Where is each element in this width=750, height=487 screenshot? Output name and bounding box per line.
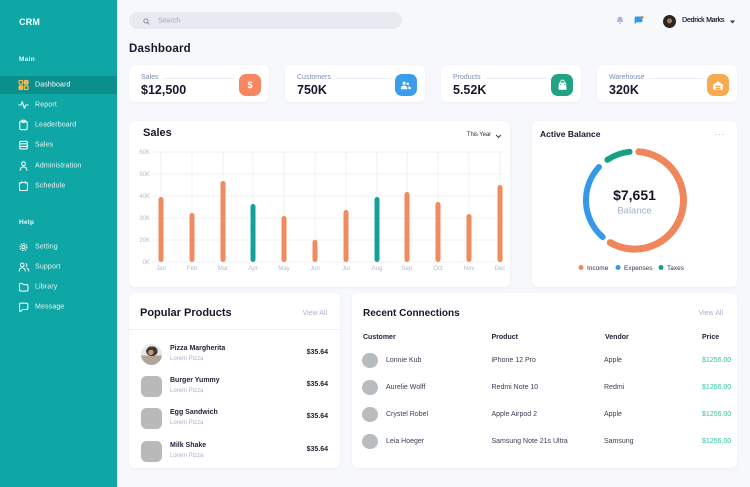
svg-text:Oct: Oct [433,266,443,272]
svg-text:Sep: Sep [402,266,413,272]
svg-text:Apr: Apr [248,266,257,272]
svg-text:Mar: Mar [218,266,228,272]
svg-text:Dec: Dec [495,266,506,272]
svg-text:50K: 50K [139,172,150,178]
svg-text:Jun: Jun [310,266,320,272]
svg-text:May: May [278,266,289,272]
svg-text:Taxes: Taxes [667,265,685,272]
svg-text:Jan: Jan [156,266,166,272]
svg-text:Feb: Feb [187,266,198,272]
svg-text:Balance: Balance [617,206,651,217]
svg-text:30K: 30K [139,216,150,222]
svg-text:Income: Income [587,265,609,272]
svg-text:0K: 0K [143,260,150,266]
svg-text:$7,651: $7,651 [613,187,656,203]
svg-text:20K: 20K [139,238,150,244]
svg-text:Nov: Nov [464,266,475,272]
svg-text:Aug: Aug [372,266,383,272]
svg-text:Expenses: Expenses [624,265,653,272]
svg-text:60K: 60K [139,150,150,156]
svg-text:40K: 40K [139,194,150,200]
svg-text:Jul: Jul [342,266,350,272]
